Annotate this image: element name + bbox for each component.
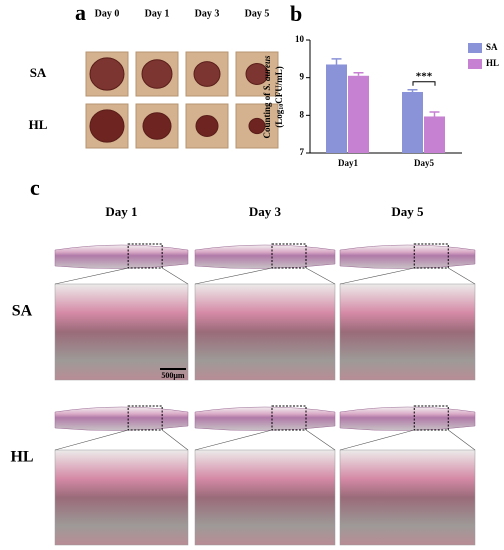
error-bar xyxy=(353,72,364,76)
column-label: Day 3 xyxy=(195,8,220,19)
panel-label: b xyxy=(290,1,302,26)
tissue-zoom xyxy=(54,283,189,381)
x-tick-label: Day1 xyxy=(338,158,358,168)
legend-label: HL xyxy=(486,58,499,68)
legend-swatch xyxy=(468,59,482,69)
y-label-part: Counting of xyxy=(262,91,272,139)
zoom-line xyxy=(54,267,189,285)
wound xyxy=(195,115,219,137)
bar xyxy=(424,116,445,153)
tissue-overview xyxy=(194,406,336,431)
row-label: HL xyxy=(10,449,33,466)
wound xyxy=(245,63,269,85)
y-tick-label: 10 xyxy=(295,34,305,44)
y-label-part: S. aureus xyxy=(262,55,272,91)
zoom-box xyxy=(127,243,163,269)
zoom-line xyxy=(54,429,189,451)
row-label: SA xyxy=(12,303,33,320)
wound xyxy=(248,117,266,135)
zoom-line xyxy=(194,429,336,451)
zoom-line xyxy=(194,267,336,285)
zoom-line xyxy=(339,429,476,451)
error-bar xyxy=(331,58,342,65)
x-tick-label: Day5 xyxy=(414,158,434,168)
zoom-box xyxy=(413,243,449,269)
tissue-zoom xyxy=(54,449,189,546)
zoom-box xyxy=(271,405,307,431)
bar xyxy=(348,75,369,153)
legend-swatch xyxy=(468,43,482,53)
wound xyxy=(141,59,173,89)
column-label: Day 5 xyxy=(245,8,270,19)
wound xyxy=(142,112,172,140)
y-label-part: CFU/mL) xyxy=(274,66,284,104)
y-label-part: (Log xyxy=(274,109,284,128)
tissue-zoom xyxy=(339,449,476,546)
wound xyxy=(89,57,125,91)
wound xyxy=(193,61,221,87)
column-label: Day 1 xyxy=(105,204,137,219)
zoom-line xyxy=(339,267,476,285)
tissue-overview xyxy=(339,244,476,269)
column-label: Day 1 xyxy=(145,8,170,19)
zoom-box xyxy=(413,405,449,431)
tissue-zoom xyxy=(194,449,336,546)
y-axis-label: (Log10CFU/mL) xyxy=(274,66,285,128)
bar xyxy=(326,64,347,153)
column-label: Day 0 xyxy=(95,8,120,19)
error-bar xyxy=(429,111,440,117)
y-label-part: 10 xyxy=(279,104,285,110)
tissue-overview xyxy=(339,406,476,431)
zoom-box xyxy=(127,405,163,431)
column-label: Day 5 xyxy=(391,204,424,219)
row-label: SA xyxy=(30,65,47,80)
tissue-overview xyxy=(194,244,336,269)
error-bar xyxy=(407,88,418,92)
zoom-box xyxy=(271,243,307,269)
panel-label: a xyxy=(75,0,86,25)
tissue-zoom xyxy=(194,283,336,381)
bar xyxy=(402,91,423,153)
y-tick-label: 8 xyxy=(300,109,305,119)
wound xyxy=(89,109,125,143)
column-label: Day 3 xyxy=(249,204,282,219)
scale-bar-label: 500μm xyxy=(161,371,185,380)
y-tick-label: 9 xyxy=(300,72,305,82)
significance-label: *** xyxy=(416,70,433,82)
y-tick-label: 7 xyxy=(300,147,305,157)
row-label: HL xyxy=(29,117,48,132)
tissue-overview xyxy=(54,244,189,269)
legend-label: SA xyxy=(486,42,498,52)
y-axis-label: Counting of S. aureus xyxy=(262,55,272,139)
tissue-overview xyxy=(54,406,189,431)
significance-bracket xyxy=(412,81,436,86)
tissue-zoom xyxy=(339,283,476,381)
panel-label: c xyxy=(30,175,40,200)
